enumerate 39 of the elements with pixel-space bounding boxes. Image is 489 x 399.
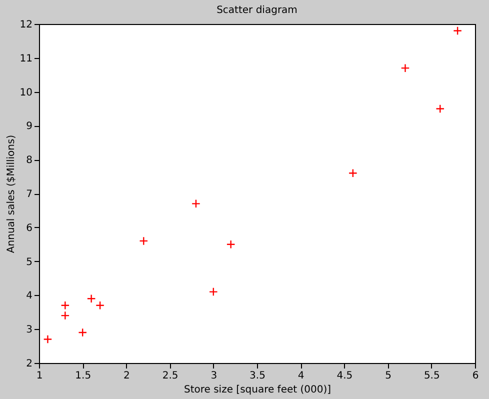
y-tick-label: 9 (26, 121, 32, 132)
y-tick-label: 3 (26, 324, 32, 336)
point (78, 328, 88, 337)
point (139, 236, 148, 246)
y-axis-title: Annual sales ($Millions) (6, 134, 17, 254)
point (43, 334, 52, 344)
point (348, 168, 358, 178)
point (86, 294, 96, 304)
chart-title: Scatter diagram (216, 5, 298, 16)
x-tick-label: 3.5 (250, 370, 266, 382)
y-tick-label: 12 (20, 20, 32, 30)
x-tick-label: 2.5 (162, 370, 178, 382)
point (400, 64, 410, 73)
x-tick-label: 4.5 (336, 370, 353, 382)
x-tick-label: 2 (124, 370, 130, 382)
y-tick-label: 4 (26, 290, 32, 302)
x-tick-label: 6 (472, 370, 479, 382)
y-tick-label: 6 (26, 222, 32, 234)
y-tick-label: 11 (20, 53, 32, 64)
y-tick-label: 2 (26, 358, 32, 370)
x-tick-label: 3 (210, 370, 218, 382)
point (191, 199, 200, 208)
x-tick-label: 4 (298, 370, 304, 382)
point (208, 287, 218, 296)
y-tick-label: 5 (26, 256, 32, 268)
point (436, 104, 445, 114)
x-tick-label: 5.5 (424, 370, 440, 382)
point (60, 300, 70, 310)
y-tick-label: 10 (20, 87, 32, 98)
x-axis-title: Store size [square feet (000)] (184, 384, 332, 396)
y-tick-label: 8 (26, 155, 32, 166)
x-tick-label: 1.5 (75, 370, 92, 382)
x-tick-label: 5 (385, 370, 392, 382)
point (453, 26, 462, 36)
x-tick-label: 1 (36, 370, 43, 382)
point (96, 300, 105, 310)
point (226, 240, 236, 249)
y-tick-label: 7 (26, 189, 32, 200)
point (60, 311, 70, 320)
